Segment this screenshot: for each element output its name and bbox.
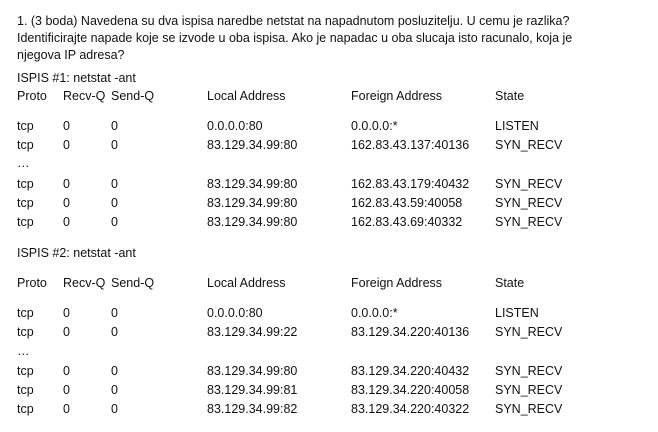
- cell-send-q: 0: [111, 364, 118, 378]
- cell-proto: tcp: [17, 402, 34, 416]
- cell-local-address: 83.129.34.99:82: [207, 402, 298, 416]
- header-foreign-address: Foreign Address: [351, 89, 443, 103]
- cell-proto: tcp: [17, 325, 34, 339]
- cell-recv-q: 0: [63, 138, 70, 152]
- cell-proto: tcp: [17, 119, 34, 133]
- header-state: State: [495, 276, 525, 290]
- question-line: Identificirajte napade koje se izvode u …: [17, 31, 573, 45]
- cell-send-q: 0: [111, 325, 118, 339]
- header-local-address: Local Address: [207, 89, 286, 103]
- cell-state: SYN_RECV: [495, 325, 563, 339]
- header-recv-q: Recv-Q: [63, 89, 106, 103]
- cell-send-q: 0: [111, 138, 118, 152]
- cell-send-q: 0: [111, 196, 118, 210]
- cell-local-address: 0.0.0.0:80: [207, 306, 263, 320]
- cell-foreign-address: 0.0.0.0:*: [351, 119, 398, 133]
- header-state: State: [495, 89, 525, 103]
- cell-proto: tcp: [17, 215, 34, 229]
- cell-recv-q: 0: [63, 402, 70, 416]
- ellipsis: …: [17, 344, 30, 358]
- cell-recv-q: 0: [63, 196, 70, 210]
- cell-recv-q: 0: [63, 119, 70, 133]
- cell-local-address: 83.129.34.99:81: [207, 383, 298, 397]
- question-text: 1. (3 boda) Navedena su dva ispisa nared…: [17, 13, 652, 64]
- cell-foreign-address: 83.129.34.220:40432: [351, 364, 470, 378]
- cell-state: LISTEN: [495, 119, 539, 133]
- cell-foreign-address: 162.83.43.179:40432: [351, 177, 470, 191]
- cell-foreign-address: 83.129.34.220:40136: [351, 325, 470, 339]
- cell-foreign-address: 162.83.43.69:40332: [351, 215, 463, 229]
- listing-1-title: ISPIS #1: netstat -ant: [17, 71, 136, 85]
- cell-foreign-address: 162.83.43.59:40058: [351, 196, 463, 210]
- header-recv-q: Recv-Q: [63, 276, 106, 290]
- cell-local-address: 83.129.34.99:80: [207, 364, 298, 378]
- cell-foreign-address: 0.0.0.0:*: [351, 306, 398, 320]
- cell-state: SYN_RECV: [495, 177, 563, 191]
- cell-state: LISTEN: [495, 306, 539, 320]
- cell-proto: tcp: [17, 306, 34, 320]
- cell-state: SYN_RECV: [495, 402, 563, 416]
- cell-proto: tcp: [17, 364, 34, 378]
- cell-send-q: 0: [111, 402, 118, 416]
- cell-proto: tcp: [17, 138, 34, 152]
- header-foreign-address: Foreign Address: [351, 276, 443, 290]
- header-send-q: Send-Q: [111, 276, 155, 290]
- cell-local-address: 0.0.0.0:80: [207, 119, 263, 133]
- cell-local-address: 83.129.34.99:80: [207, 177, 298, 191]
- cell-local-address: 83.129.34.99:22: [207, 325, 298, 339]
- cell-local-address: 83.129.34.99:80: [207, 215, 298, 229]
- cell-state: SYN_RECV: [495, 138, 563, 152]
- listing-2-title: ISPIS #2: netstat -ant: [17, 246, 136, 260]
- header-proto: Proto: [17, 276, 47, 290]
- cell-proto: tcp: [17, 383, 34, 397]
- cell-recv-q: 0: [63, 177, 70, 191]
- cell-recv-q: 0: [63, 306, 70, 320]
- cell-send-q: 0: [111, 306, 118, 320]
- cell-foreign-address: 162.83.43.137:40136: [351, 138, 470, 152]
- cell-send-q: 0: [111, 119, 118, 133]
- cell-state: SYN_RECV: [495, 364, 563, 378]
- cell-recv-q: 0: [63, 215, 70, 229]
- cell-recv-q: 0: [63, 383, 70, 397]
- cell-foreign-address: 83.129.34.220:40322: [351, 402, 470, 416]
- header-send-q: Send-Q: [111, 89, 155, 103]
- cell-local-address: 83.129.34.99:80: [207, 196, 298, 210]
- cell-local-address: 83.129.34.99:80: [207, 138, 298, 152]
- cell-send-q: 0: [111, 383, 118, 397]
- cell-recv-q: 0: [63, 364, 70, 378]
- cell-foreign-address: 83.129.34.220:40058: [351, 383, 470, 397]
- cell-state: SYN_RECV: [495, 383, 563, 397]
- cell-recv-q: 0: [63, 325, 70, 339]
- cell-proto: tcp: [17, 177, 34, 191]
- header-proto: Proto: [17, 89, 47, 103]
- header-local-address: Local Address: [207, 276, 286, 290]
- cell-state: SYN_RECV: [495, 196, 563, 210]
- question-line: njegova IP adresa?: [17, 48, 125, 62]
- cell-proto: tcp: [17, 196, 34, 210]
- ellipsis: …: [17, 156, 30, 170]
- cell-send-q: 0: [111, 215, 118, 229]
- cell-state: SYN_RECV: [495, 215, 563, 229]
- question-line: 1. (3 boda) Navedena su dva ispisa nared…: [17, 14, 570, 28]
- cell-send-q: 0: [111, 177, 118, 191]
